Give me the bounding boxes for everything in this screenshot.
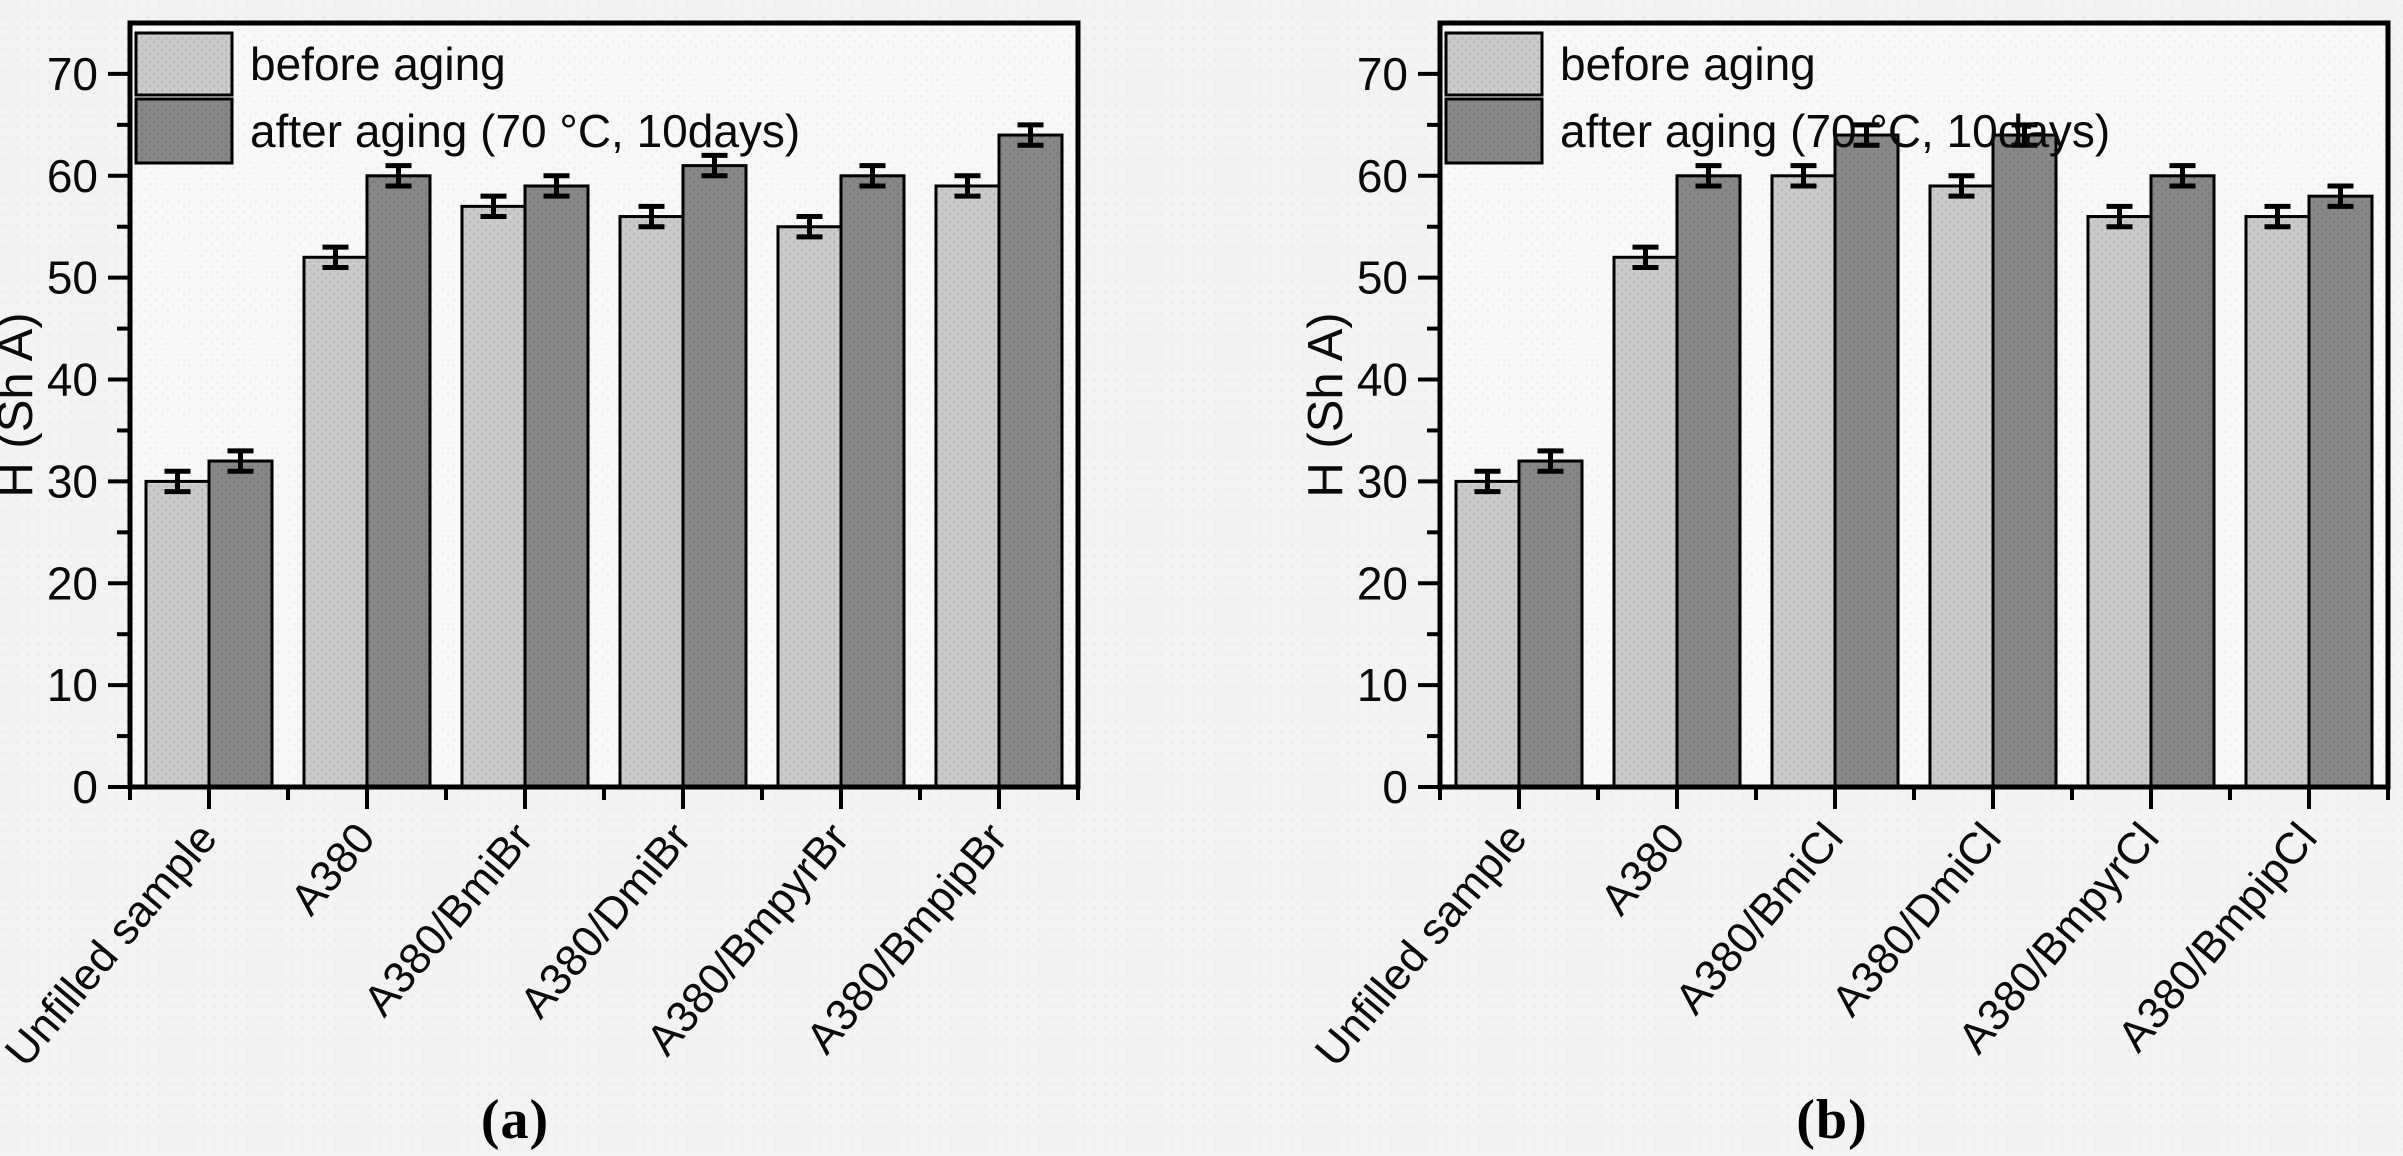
- legend-swatch-before-aging-b: [1444, 31, 1544, 97]
- errorbar-b-before-5: [2264, 203, 2291, 230]
- legend-b: before aging after aging (70 °C, 10days): [1444, 31, 2110, 165]
- errorbar-a-after-1: [385, 163, 412, 189]
- errorbar-a-before-3: [638, 203, 665, 230]
- errorbar-a-before-5: [954, 173, 981, 199]
- errorbar-b-after-0: [1537, 448, 1564, 474]
- y-tick-label-a-30: 30: [47, 455, 98, 507]
- bar-a-after-2: [523, 184, 590, 789]
- errorbar-b-after-1: [1695, 163, 1722, 189]
- legend-label-before-aging-b: before aging: [1560, 38, 1816, 90]
- errorbar-a-after-4: [859, 163, 886, 189]
- y-tick-label-b-10: 10: [1357, 659, 1408, 711]
- series-after-a: [207, 122, 1064, 789]
- y-tick-label-b-0: 0: [1382, 761, 1408, 813]
- bar-b-after-4: [2149, 174, 2216, 789]
- caption-panel-b: (b): [1796, 1089, 1868, 1151]
- x-axis-b: Unfilled sample A380A380/BmiClA380/DmiClA…: [1306, 789, 2390, 1076]
- y-axis-title-b: H (Sh A): [1299, 312, 1353, 497]
- bar-a-before-5: [934, 184, 1001, 789]
- plot-area-b: [1440, 23, 2388, 787]
- bar-b-after-5: [2307, 194, 2374, 789]
- legend-a: before aging after aging (70 °C, 10days): [134, 31, 800, 165]
- errorbar-a-before-2: [480, 193, 507, 220]
- bar-a-after-3: [681, 164, 748, 789]
- bar-b-before-4: [2086, 215, 2153, 789]
- errorbar-b-before-1: [1632, 244, 1659, 270]
- errorbar-b-before-2: [1790, 163, 1817, 189]
- x-label-a-0: Unfilled sample: [0, 814, 227, 1076]
- errorbar-b-before-4: [2106, 203, 2133, 230]
- y-axis-title-a: H (Sh A): [0, 312, 43, 497]
- y-tick-label-b-40: 40: [1357, 354, 1408, 406]
- y-tick-label-a-50: 50: [47, 252, 98, 304]
- bar-a-before-1: [302, 255, 369, 789]
- plot-area-a: [130, 23, 1078, 787]
- y-tick-label-a-10: 10: [47, 659, 98, 711]
- errorbar-a-after-5: [1017, 122, 1044, 148]
- panel-b: 0 10 20 30 40 50 60 70 H (Sh A) Unfilled sample A3…: [1299, 20, 2391, 1076]
- x-label-b-0: Unfilled sample: [1306, 814, 1537, 1076]
- bar-b-after-3: [1991, 133, 2058, 789]
- x-label-a-1: A380: [281, 814, 385, 924]
- y-tick-label-a-20: 20: [47, 557, 98, 609]
- errorbar-b-before-3: [1948, 173, 1975, 199]
- errorbar-b-after-3: [2011, 122, 2038, 148]
- bar-b-before-1: [1612, 255, 1679, 789]
- bar-a-after-0: [207, 459, 274, 789]
- legend-label-after-aging-b: after aging (70 °C, 10days): [1560, 105, 2110, 157]
- legend-swatch-before-aging-a: [134, 31, 234, 97]
- bar-a-after-1: [365, 174, 432, 789]
- bar-a-after-5: [997, 133, 1064, 789]
- bar-a-before-0: [144, 479, 211, 789]
- errorbar-a-before-4: [796, 214, 823, 240]
- bar-a-after-4: [839, 174, 906, 789]
- y-tick-label-b-20: 20: [1357, 557, 1408, 609]
- bar-a-before-2: [460, 204, 527, 789]
- errorbar-a-after-0: [227, 448, 254, 474]
- errorbar-a-after-2: [543, 173, 570, 199]
- bar-b-after-0: [1517, 459, 1584, 789]
- errorbar-a-after-3: [701, 152, 728, 179]
- y-tick-label-b-30: 30: [1357, 455, 1408, 507]
- errorbar-b-before-0: [1474, 468, 1501, 495]
- caption-panel-a: (a): [480, 1089, 550, 1151]
- y-tick-label-b-60: 60: [1357, 150, 1408, 202]
- y-tick-label-a-70: 70: [47, 48, 98, 100]
- y-axis-a: 0 10 20 30 40 50 60 70: [47, 48, 128, 813]
- errorbar-b-after-5: [2327, 183, 2354, 209]
- bar-b-before-3: [1928, 184, 1995, 789]
- panel-a: 0 10 20 30 40 50 60 70 H (Sh A) Unfilled sample A3…: [0, 20, 1081, 1076]
- errorbar-a-before-0: [164, 468, 191, 495]
- bar-b-after-2: [1833, 133, 1900, 789]
- y-tick-label-b-50: 50: [1357, 252, 1408, 304]
- y-axis-b: 0 10 20 30 40 50 60 70: [1357, 48, 1438, 813]
- bar-b-after-1: [1675, 174, 1742, 789]
- legend-swatch-after-aging-a: [134, 97, 234, 165]
- bar-a-before-4: [776, 225, 843, 789]
- bar-b-before-2: [1770, 174, 1837, 789]
- legend-label-before-aging-a: before aging: [250, 38, 506, 90]
- errorbar-b-after-2: [1853, 122, 1880, 148]
- series-before-a: [144, 173, 1001, 789]
- x-label-b-1: A380: [1591, 814, 1695, 924]
- errorbar-a-before-1: [322, 244, 349, 270]
- bar-b-before-5: [2244, 215, 2311, 789]
- legend-label-after-aging-a: after aging (70 °C, 10days): [250, 105, 800, 157]
- y-tick-label-a-0: 0: [72, 761, 98, 813]
- y-tick-label-a-60: 60: [47, 150, 98, 202]
- bar-a-before-3: [618, 215, 685, 789]
- x-axis-a: Unfilled sample A380A380/BmiBrA380/DmiBrA…: [0, 789, 1080, 1076]
- bar-b-before-0: [1454, 479, 1521, 789]
- plot-frame-a: [127, 20, 1081, 790]
- y-tick-label-a-40: 40: [47, 354, 98, 406]
- legend-swatch-after-aging-b: [1444, 97, 1544, 165]
- plot-frame-b: [1437, 20, 2391, 790]
- series-after-b: [1517, 122, 2374, 789]
- y-tick-label-b-70: 70: [1357, 48, 1408, 100]
- errorbar-b-after-4: [2169, 163, 2196, 189]
